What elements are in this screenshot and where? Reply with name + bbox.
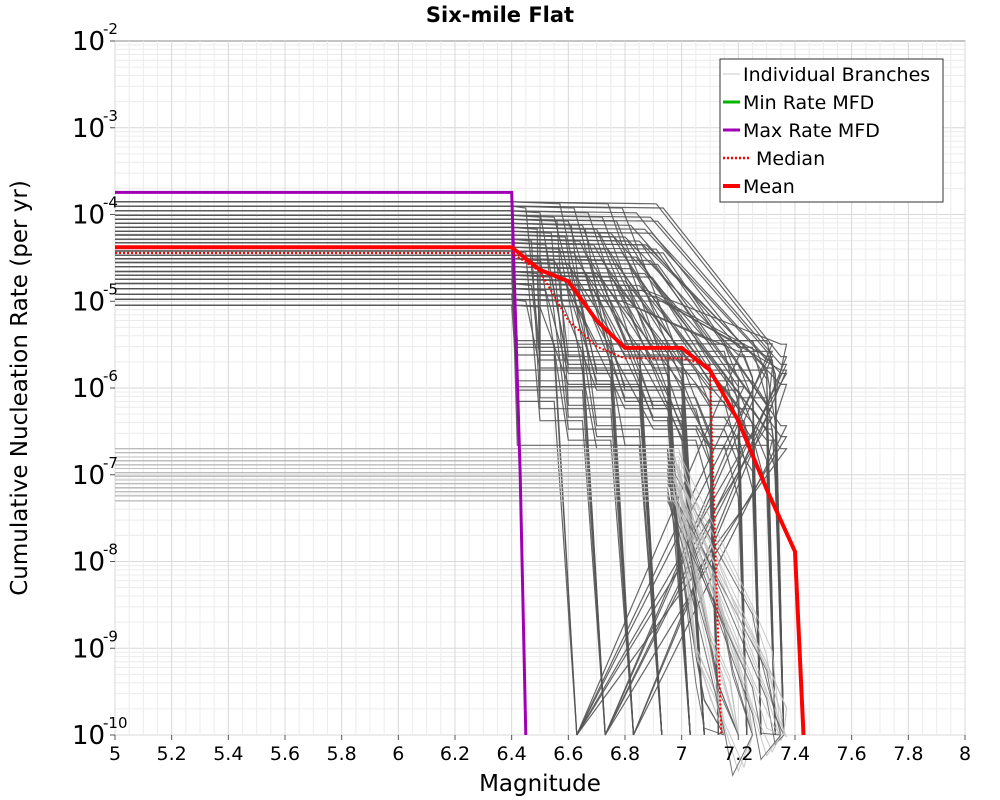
y-tick-exponent: -3 <box>103 107 118 125</box>
y-axis-label: Cumulative Nucleation Rate (per yr) <box>7 180 33 596</box>
y-tick-exponent: -9 <box>103 627 118 645</box>
branch-line <box>115 456 788 738</box>
x-tick-label: 7.4 <box>780 743 810 765</box>
x-tick-label: 5.6 <box>270 743 300 765</box>
x-axis-label: Magnitude <box>479 771 601 797</box>
branch-line <box>115 472 782 754</box>
y-tick-exponent: -5 <box>103 280 118 298</box>
branch-line <box>115 495 788 736</box>
y-tick-exponent: -2 <box>103 20 118 38</box>
legend-label: Max Rate MFD <box>743 120 880 142</box>
branch-line <box>115 266 720 736</box>
y-tick-label: 10 <box>72 287 105 317</box>
branch-line <box>115 254 663 736</box>
x-tick-label: 5.2 <box>157 743 187 765</box>
x-tick-label: 6 <box>392 743 404 765</box>
branch-line <box>115 298 788 736</box>
y-tick-exponent: -7 <box>103 454 118 472</box>
x-tick-label: 7.6 <box>837 743 867 765</box>
y-tick-label: 10 <box>72 201 105 231</box>
x-tick-label: 8 <box>959 743 971 765</box>
series-lines <box>115 190 806 736</box>
branch-line <box>115 483 739 736</box>
chart-title: Six-mile Flat <box>426 3 574 27</box>
x-tick-label: 7.2 <box>723 743 753 765</box>
x-tick-label: 5.4 <box>213 743 243 765</box>
x-tick-label: 6.2 <box>440 743 470 765</box>
legend-label: Individual Branches <box>743 64 930 86</box>
series-median <box>115 252 723 736</box>
series-mean <box>115 245 806 736</box>
y-tick-label: 10 <box>72 721 105 751</box>
y-tick-exponent: -6 <box>103 367 118 385</box>
y-tick-exponent: -4 <box>103 194 118 212</box>
legend-label: Min Rate MFD <box>743 92 874 114</box>
y-tick-exponent: -10 <box>103 714 128 732</box>
branch-line <box>115 464 739 736</box>
y-tick-label: 10 <box>72 27 105 57</box>
legend: Individual Branches Min Rate MFD Max Rate … <box>719 58 944 203</box>
x-tick-label: 5 <box>109 743 121 765</box>
x-tick-label: 5.8 <box>327 743 357 765</box>
y-tick-label: 10 <box>72 374 105 404</box>
series-max-rate-mfd <box>115 190 528 736</box>
branch-line <box>115 491 782 736</box>
branch-line <box>115 282 785 736</box>
x-tick-label: 6.6 <box>553 743 583 765</box>
legend-label: Mean <box>743 176 795 198</box>
y-tick-label: 10 <box>72 548 105 578</box>
y-tick-label: 10 <box>72 634 105 664</box>
y-tick-label: 10 <box>72 461 105 491</box>
legend-label: Median <box>756 148 825 170</box>
y-tick-label: 10 <box>72 114 105 144</box>
y-tick-exponent: -8 <box>103 541 118 559</box>
x-tick-label: 6.4 <box>497 743 527 765</box>
x-axis-ticks: 5 5.2 5.4 5.6 5.8 6 6.2 6.4 6.6 6.8 7 7.2 7.4 7.6 7.8 8 <box>109 735 971 765</box>
x-tick-label: 6.8 <box>610 743 640 765</box>
branch-line <box>115 487 753 769</box>
branch-line <box>115 293 774 736</box>
legend-box <box>719 58 944 203</box>
x-tick-label: 7.8 <box>893 743 923 765</box>
branch-line <box>115 452 782 736</box>
branch-line <box>115 205 788 736</box>
branch-line <box>115 278 776 736</box>
x-tick-label: 7 <box>676 743 688 765</box>
branch-line <box>115 500 725 736</box>
